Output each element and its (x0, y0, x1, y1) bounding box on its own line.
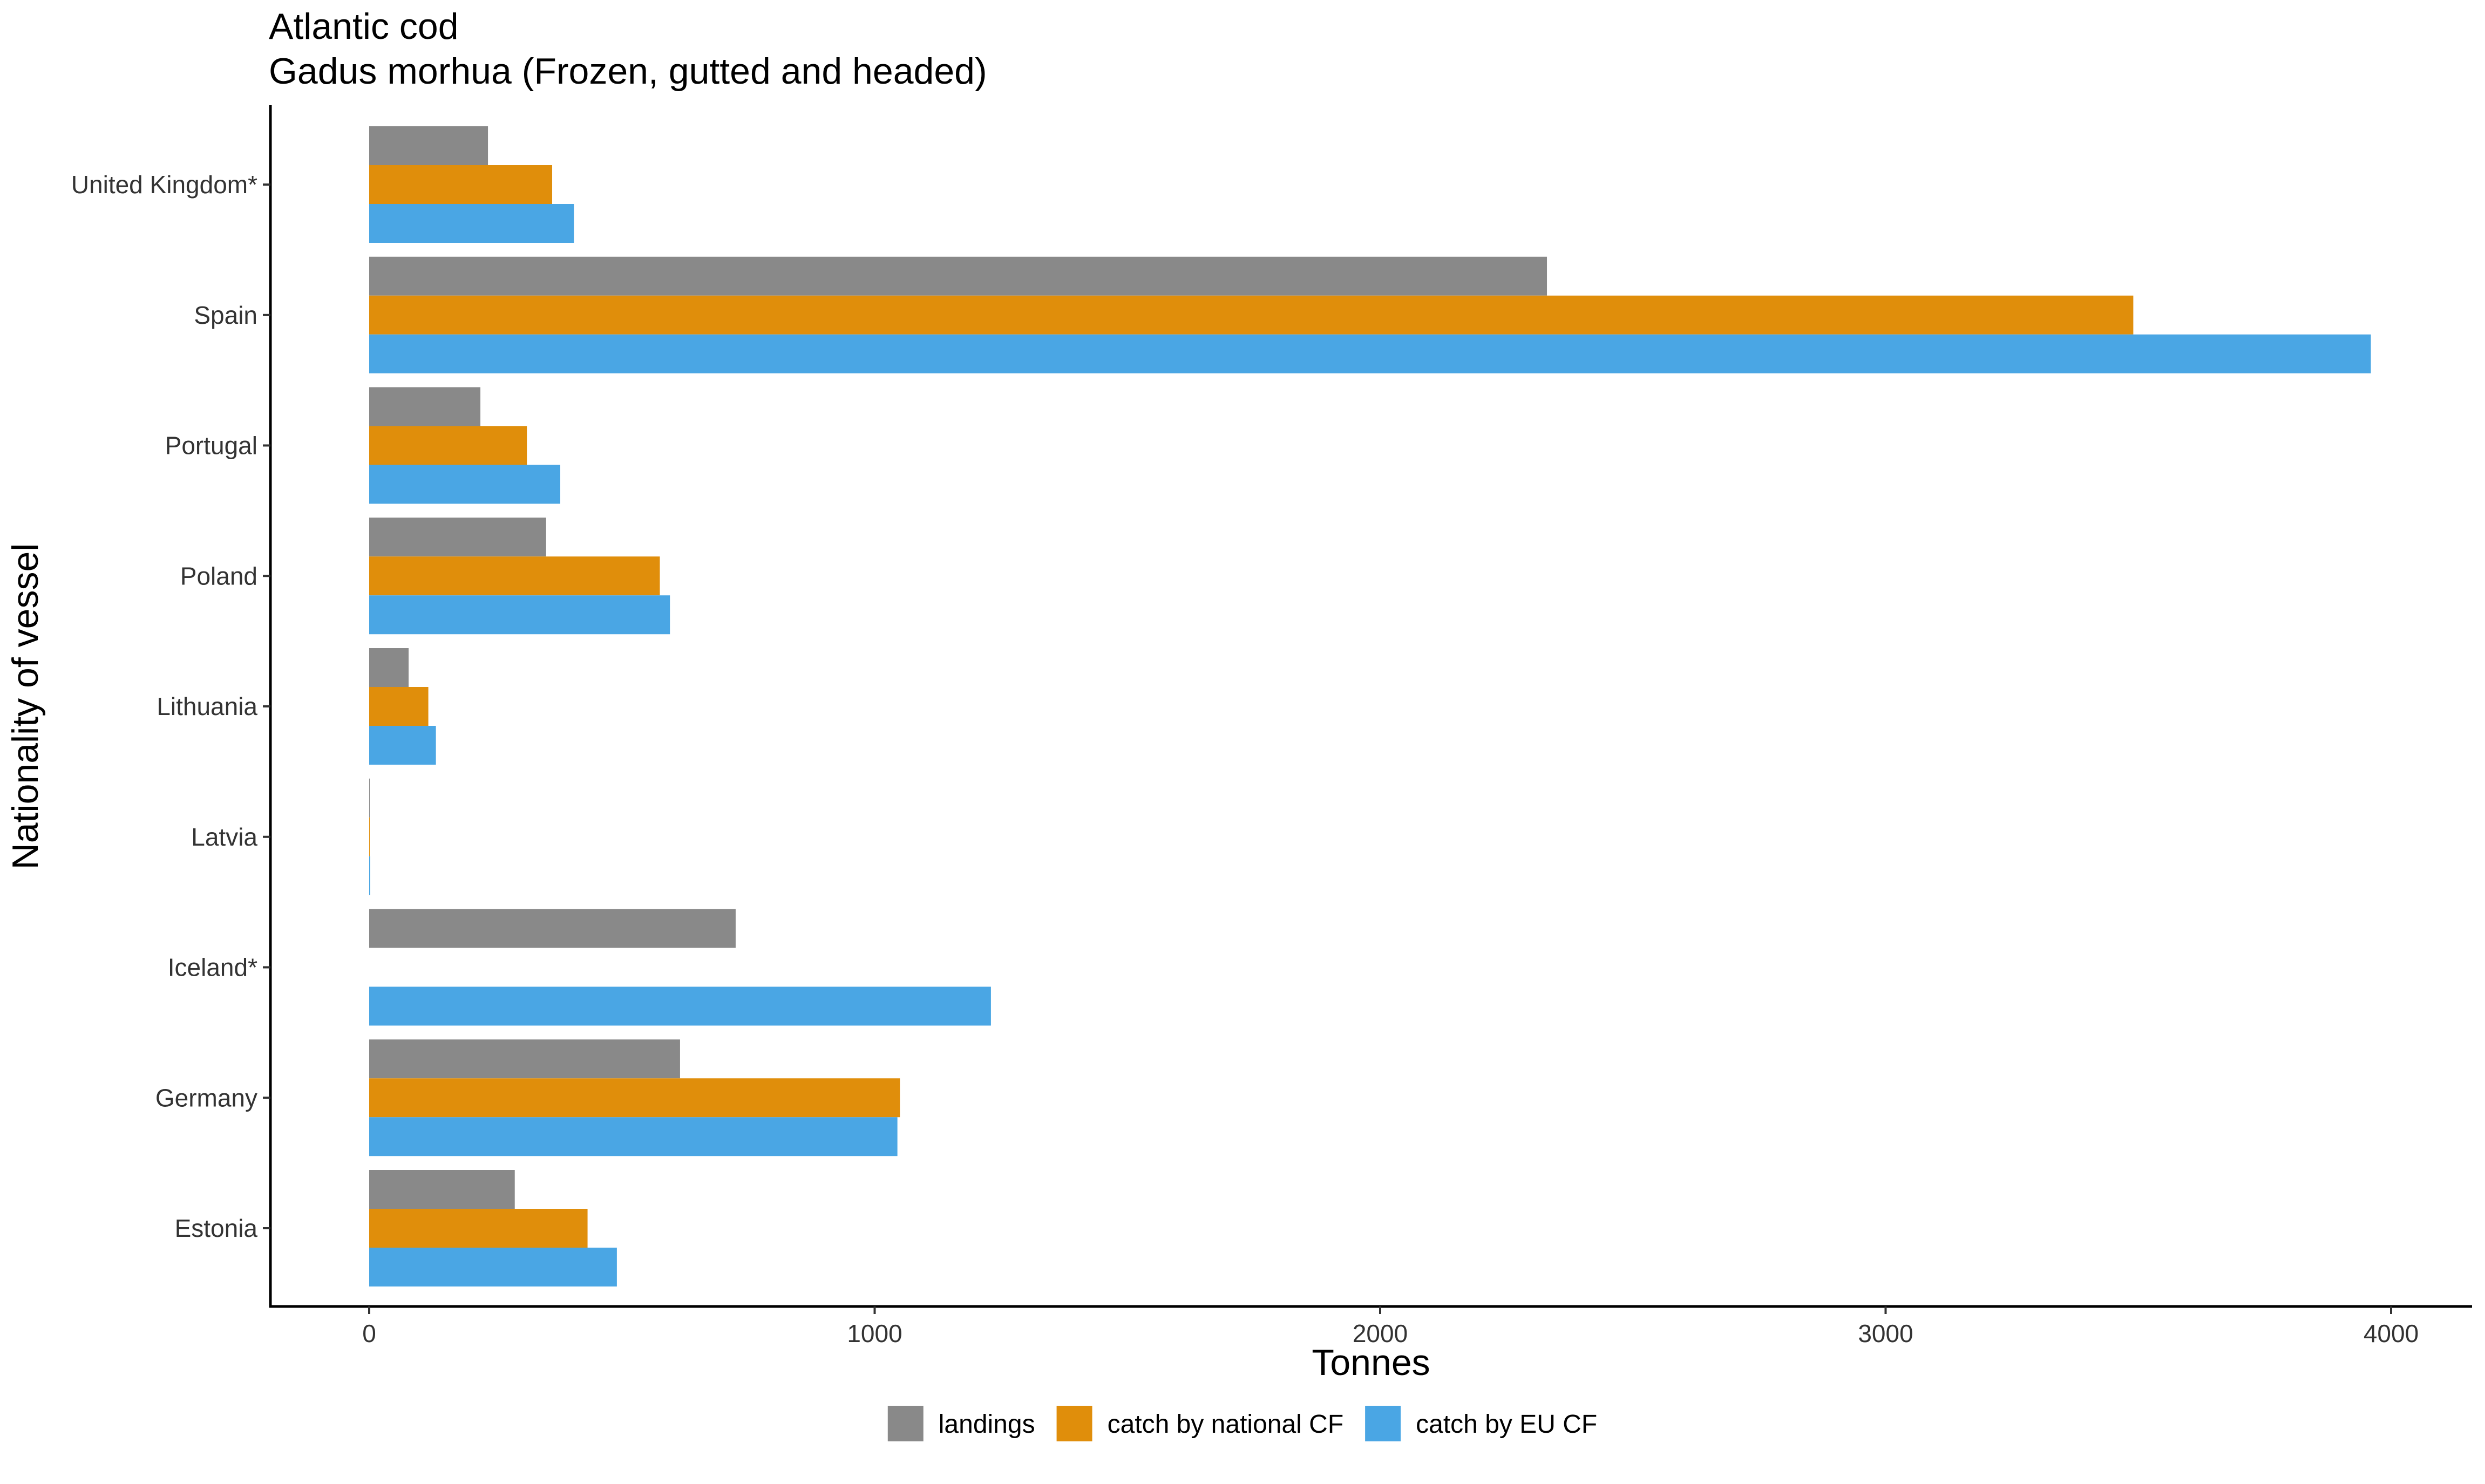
bar-portugal-catch-by-eu-cf (369, 465, 560, 504)
bar-estonia-landings (369, 1170, 515, 1209)
legend-label-catch-by-national-cf: catch by national CF (1108, 1410, 1344, 1439)
bar-estonia-catch-by-eu-cf (369, 1248, 617, 1286)
bar-estonia-catch-by-national-cf (369, 1209, 588, 1248)
x-tick-label-1000: 1000 (847, 1319, 902, 1347)
legend-key-catch-by-national-cf (1056, 1406, 1092, 1441)
bar-poland-landings (369, 518, 546, 557)
bar-poland-catch-by-national-cf (369, 556, 660, 596)
chart-subtitle: Gadus morhua (Frozen, gutted and headed) (269, 51, 987, 92)
y-tick-label-poland: Poland (180, 562, 257, 590)
x-tick-label-4000: 4000 (2364, 1319, 2419, 1347)
y-tick-label-lithuania: Lithuania (157, 692, 257, 720)
bar-poland-catch-by-eu-cf (369, 595, 670, 635)
bars-layer (369, 126, 2371, 1286)
bar-germany-catch-by-national-cf (369, 1078, 900, 1118)
bar-germany-catch-by-eu-cf (369, 1117, 898, 1156)
bar-portugal-landings (369, 387, 481, 426)
bar-spain-catch-by-national-cf (369, 295, 2134, 335)
legend-label-catch-by-eu-cf: catch by EU CF (1416, 1410, 1597, 1439)
y-axis-ticks: United Kingdom* Spain Portugal Poland Lithua… (71, 171, 270, 1242)
bar-spain-catch-by-eu-cf (369, 334, 2371, 373)
legend-label-landings: landings (939, 1410, 1035, 1439)
x-tick-label-2000: 2000 (1353, 1319, 1408, 1347)
bar-united-kingdom-catch-by-eu-cf (369, 204, 574, 243)
bar-germany-landings (369, 1039, 680, 1079)
bar-portugal-catch-by-national-cf (369, 426, 527, 465)
x-axis-ticks: 0 1000 2000 3000 4000 (362, 1306, 2419, 1347)
bar-united-kingdom-catch-by-national-cf (369, 165, 553, 204)
legend-key-landings (887, 1406, 924, 1441)
bar-lithuania-catch-by-national-cf (369, 687, 429, 726)
y-axis-title: Nationality of vessel (5, 543, 46, 870)
y-tick-label-germany: Germany (155, 1084, 257, 1112)
bar-lithuania-landings (369, 648, 409, 687)
bar-iceland-catch-by-eu-cf (369, 986, 991, 1026)
bar-lithuania-catch-by-eu-cf (369, 726, 436, 765)
y-tick-label-latvia: Latvia (191, 823, 257, 851)
bar-iceland-landings (369, 909, 736, 948)
chart-title: Atlantic cod (269, 6, 459, 47)
y-tick-label-estonia: Estonia (175, 1214, 258, 1242)
x-axis-title: Tonnes (1312, 1342, 1430, 1383)
x-tick-label-0: 0 (362, 1319, 376, 1347)
legend-key-catch-by-eu-cf (1365, 1406, 1401, 1441)
bar-latvia-catch-by-national-cf (369, 817, 370, 856)
y-tick-label-united-kingdom: United Kingdom* (71, 171, 257, 199)
bar-latvia-landings (369, 778, 370, 818)
y-tick-label-spain: Spain (194, 301, 257, 329)
legend: landings catch by national CF catch by EU … (887, 1406, 1597, 1441)
bar-latvia-catch-by-eu-cf (369, 856, 370, 895)
bar-united-kingdom-landings (369, 126, 488, 165)
x-tick-label-3000: 3000 (1858, 1319, 1913, 1347)
y-tick-label-portugal: Portugal (165, 432, 257, 460)
bar-spain-landings (369, 256, 1547, 296)
y-tick-label-iceland: Iceland* (168, 954, 257, 982)
